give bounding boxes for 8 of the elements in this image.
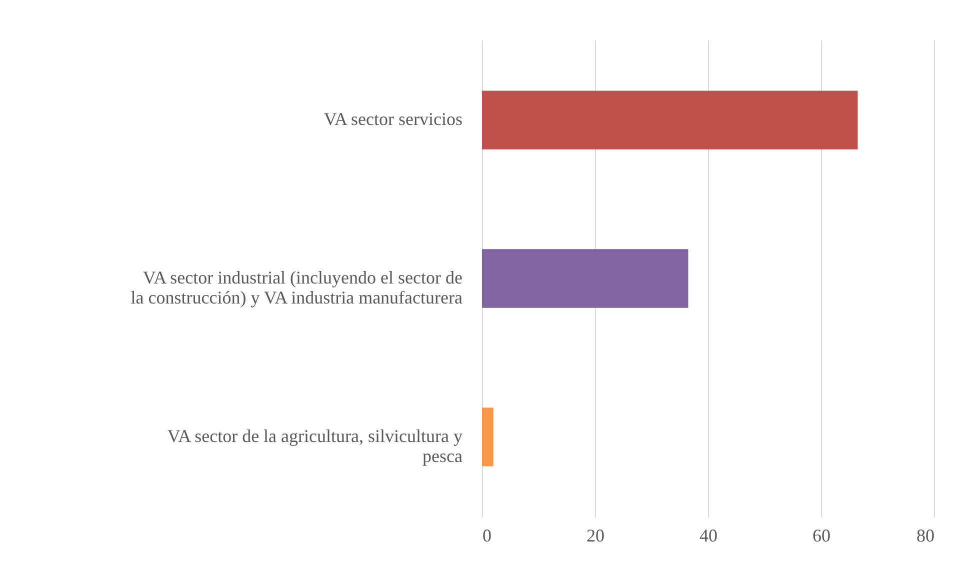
x-tick-label: 40 [700, 526, 718, 546]
y-tick-label: VA sector de la agricultura, silvicultura y pesca [167, 426, 462, 466]
y-tick-label: VA sector servicios [324, 109, 462, 130]
x-tick-label: 0 [482, 526, 492, 546]
x-tick-label: 60 [812, 526, 830, 546]
y-tick-label: VA sector industrial (incluyendo el sector de la construcción) y VA industria manufacturera [130, 268, 463, 308]
x-tick-label: 80 [916, 526, 934, 546]
x-tick-label: 20 [586, 526, 604, 546]
